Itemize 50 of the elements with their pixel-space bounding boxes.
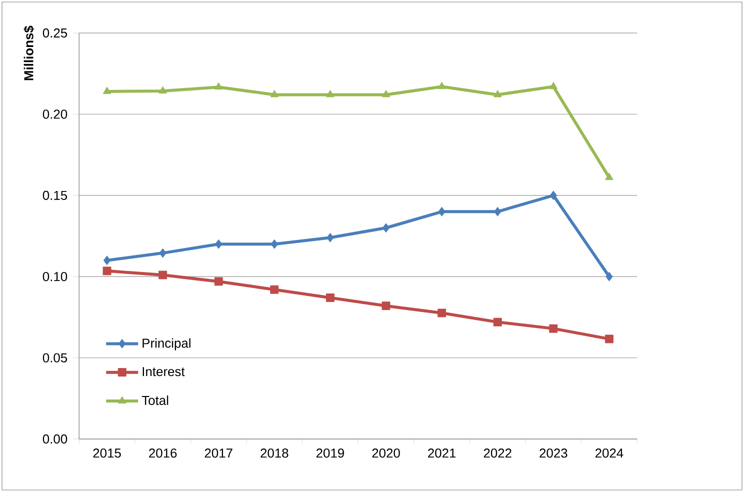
point: [605, 172, 614, 180]
point: [270, 285, 279, 294]
x-tick-label: 2022: [484, 448, 512, 458]
y-axis-title: Millions$: [24, 26, 34, 80]
point: [214, 82, 223, 90]
point: [159, 248, 166, 258]
x-tick-label: 2019: [316, 448, 344, 458]
y-tick-label: 0.00: [42, 434, 68, 444]
point: [214, 277, 223, 286]
point: [493, 318, 502, 326]
point: [158, 270, 168, 280]
y-tick-label: 0.20: [42, 110, 68, 119]
legend-label: Principal: [142, 338, 190, 350]
point: [326, 293, 334, 302]
y-tick-label: 0.15: [42, 190, 68, 200]
legend-label: Interest: [142, 367, 185, 376]
point: [270, 239, 278, 249]
x-tick-label: 2020: [372, 448, 400, 458]
point: [382, 90, 390, 98]
point: [606, 272, 613, 282]
point: [549, 82, 558, 90]
x-tick-label: 2016: [149, 448, 177, 458]
point: [549, 324, 558, 333]
point: [550, 190, 558, 200]
x-tick-label: 2018: [260, 448, 288, 458]
y-tick-label: 0.05: [42, 353, 68, 362]
point: [382, 302, 390, 310]
point: [326, 90, 334, 98]
point: [494, 206, 502, 216]
y-tick-label: 0.25: [42, 28, 68, 38]
x-tick-label: 2017: [204, 448, 232, 458]
point: [102, 86, 112, 94]
legend-label: Total: [142, 396, 168, 406]
point: [438, 308, 446, 318]
y-tick-label: 0.10: [42, 272, 68, 282]
point: [214, 239, 222, 249]
point: [438, 82, 446, 90]
point: [493, 90, 502, 98]
x-tick-label: 2024: [595, 448, 624, 458]
x-tick-label: 2015: [93, 448, 121, 458]
point: [270, 90, 279, 98]
x-tick-label: 2023: [540, 448, 568, 458]
x-tick-label: 2021: [428, 448, 456, 458]
point: [103, 256, 111, 266]
point: [102, 266, 112, 276]
point: [158, 86, 167, 94]
point: [438, 206, 446, 216]
point: [326, 232, 334, 242]
point: [604, 334, 614, 344]
point: [382, 223, 390, 233]
